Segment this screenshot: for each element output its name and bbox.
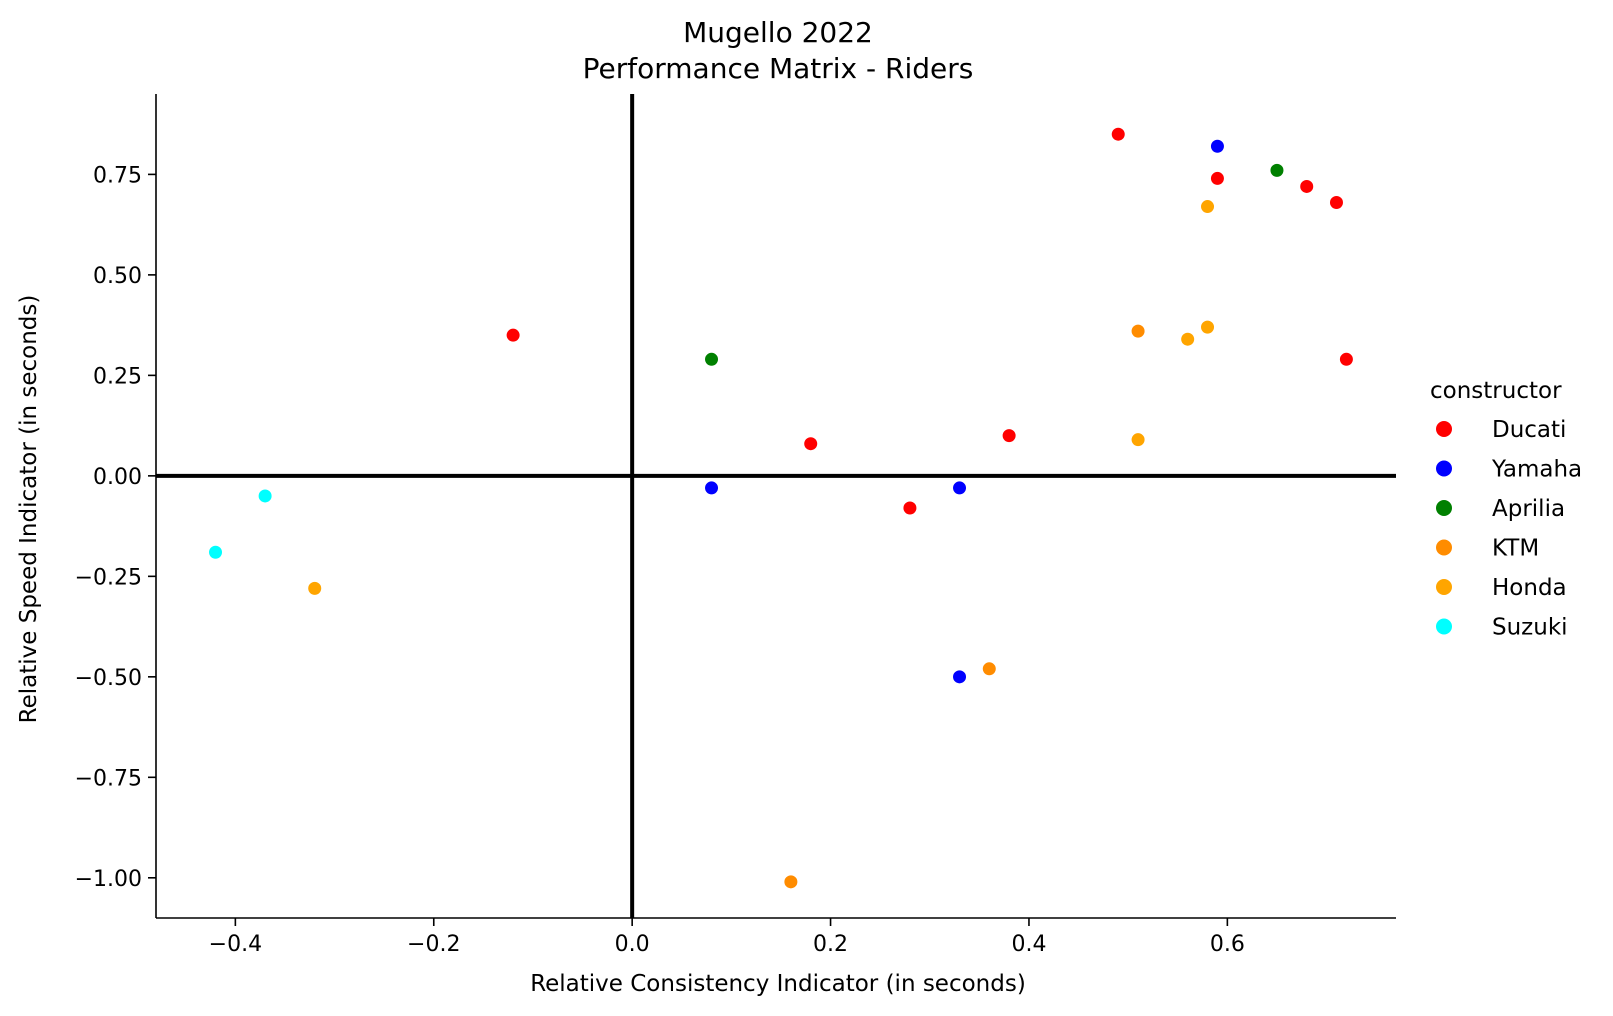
data-point-ducati <box>1299 178 1315 194</box>
x-tick-label: 0.4 <box>1011 932 1046 957</box>
x-tick-label: −0.2 <box>407 932 460 957</box>
y-tick-label: 0.50 <box>93 264 142 289</box>
data-point-aprilia <box>704 351 720 367</box>
y-tick-label: −0.50 <box>75 666 142 691</box>
y-tick-label: −1.00 <box>75 867 142 892</box>
data-point-ducati <box>803 436 819 452</box>
data-point-ducati <box>505 327 521 343</box>
y-axis-label: Relative Speed Indicator (in seconds) <box>16 295 42 724</box>
data-point-ktm <box>981 661 997 677</box>
data-point-honda <box>1200 199 1216 215</box>
data-point-ducati <box>1338 351 1354 367</box>
x-axis-label: Relative Consistency Indicator (in secon… <box>530 971 1026 997</box>
data-point-yamaha <box>1209 138 1225 154</box>
data-point-honda <box>1180 331 1196 347</box>
data-point-ktm <box>1130 323 1146 339</box>
y-tick-label: 0.00 <box>93 465 142 490</box>
data-point-yamaha <box>704 480 720 496</box>
data-point-ktm <box>783 874 799 890</box>
data-point-suzuki <box>257 488 273 504</box>
data-point-aprilia <box>1269 162 1285 178</box>
x-axis-ticks: −0.4 −0.2 0.0 0.2 0.4 0.6 <box>209 918 1245 957</box>
plot-area <box>155 94 1396 919</box>
legend-label-aprilia: Aprilia <box>1492 496 1565 522</box>
legend-label-ktm: KTM <box>1492 536 1539 562</box>
legend-marker-ducati <box>1436 421 1452 437</box>
chart-title: Mugello 2022 <box>683 16 873 49</box>
legend: constructor Ducati Yamaha Aprilia KTM Honda S… <box>1430 378 1582 641</box>
data-point-honda <box>307 580 323 596</box>
data-point-ducati <box>1328 195 1344 211</box>
legend-label-ducati: Ducati <box>1492 417 1566 443</box>
data-points <box>208 126 1354 890</box>
data-point-ducati <box>902 500 918 516</box>
x-tick-label: −0.4 <box>209 932 262 957</box>
x-tick-label: 0.0 <box>615 932 650 957</box>
data-point-suzuki <box>208 544 224 560</box>
legend-marker-aprilia <box>1436 500 1452 516</box>
legend-title: constructor <box>1430 378 1562 404</box>
y-tick-label: 0.25 <box>93 364 142 389</box>
legend-label-honda: Honda <box>1492 575 1567 601</box>
data-point-honda <box>1200 319 1216 335</box>
data-point-yamaha <box>952 480 968 496</box>
data-point-ducati <box>1110 126 1126 142</box>
x-tick-label: 0.6 <box>1210 932 1245 957</box>
chart-subtitle: Performance Matrix - Riders <box>583 52 974 85</box>
data-point-ducati <box>1001 428 1017 444</box>
y-tick-label: −0.75 <box>75 766 142 791</box>
x-tick-label: 0.2 <box>813 932 848 957</box>
data-point-yamaha <box>952 669 968 685</box>
legend-marker-ktm <box>1436 539 1452 556</box>
legend-marker-suzuki <box>1436 618 1452 635</box>
y-tick-label: 0.75 <box>93 163 142 188</box>
data-point-honda <box>1130 432 1146 448</box>
legend-marker-yamaha <box>1436 460 1452 477</box>
legend-label-suzuki: Suzuki <box>1492 615 1568 641</box>
legend-label-yamaha: Yamaha <box>1491 457 1582 483</box>
y-axis-ticks: 0.75 0.50 0.25 0.00 −0.25 −0.50 −0.75 −1.00 <box>75 163 156 892</box>
legend-marker-honda <box>1436 579 1452 595</box>
y-tick-label: −0.25 <box>75 565 142 590</box>
data-point-ducati <box>1209 170 1225 186</box>
